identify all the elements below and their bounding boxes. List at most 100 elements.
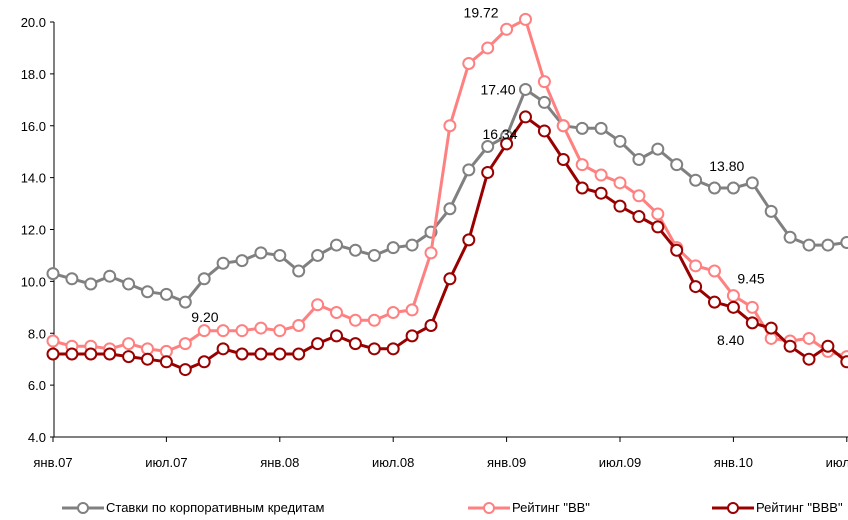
data-point-corporate-loans: [708, 181, 721, 195]
data-point-corporate-loans: [575, 121, 589, 135]
data-point-rating-bb: [367, 313, 381, 327]
data-point-rating-bbb: [216, 342, 230, 356]
data-point-rating-bb: [311, 298, 325, 312]
legend-label-rating-bb: Рейтинг "BB": [512, 500, 590, 515]
data-point-rating-bb: [46, 334, 60, 348]
data-label: 13.80: [709, 158, 744, 174]
data-point-rating-bbb: [726, 300, 740, 314]
data-point-corporate-loans: [764, 204, 778, 218]
data-point-rating-bbb: [670, 243, 684, 257]
data-label: 9.20: [191, 309, 218, 325]
x-tick-label: июл.10: [826, 455, 848, 470]
data-labels: 9.20 17.40 13.80 19.72 9.45 16.34 8.40: [191, 4, 765, 348]
data-point-rating-bb: [594, 168, 608, 182]
x-tick-label: янв.08: [260, 455, 299, 470]
data-point-corporate-loans: [84, 277, 98, 291]
data-point-corporate-loans: [802, 238, 816, 252]
data-point-rating-bbb: [708, 295, 721, 309]
data-point-rating-bb: [575, 158, 589, 172]
line-chart: 4.0 6.0 8.0 10.0 12.0 14.0 16.0 18.0 20.0 янв.07…: [21, 4, 848, 470]
y-tick-label: 18.0: [21, 67, 46, 82]
data-point-rating-bbb: [462, 233, 476, 247]
data-point-rating-bbb: [443, 272, 457, 286]
data-point-corporate-loans: [537, 95, 551, 109]
data-point-rating-bbb: [651, 220, 665, 234]
data-point-rating-bb: [651, 207, 665, 221]
data-point-rating-bb: [726, 289, 740, 303]
data-point-rating-bb: [745, 300, 759, 314]
data-point-rating-bb: [386, 306, 400, 319]
data-point-corporate-loans: [178, 295, 192, 309]
data-point-rating-bbb: [254, 347, 268, 361]
y-tick-label: 12.0: [21, 223, 46, 238]
data-point-corporate-loans: [367, 248, 381, 262]
data-point-rating-bb: [519, 12, 532, 26]
legend-label-rating-bbb: Рейтинг "BBB": [756, 500, 843, 515]
data-point-rating-bbb: [65, 347, 79, 361]
data-point-corporate-loans: [386, 241, 400, 255]
legend-swatch-rating-bb: [468, 501, 510, 514]
data-point-corporate-loans: [783, 230, 797, 244]
y-tick-label: 20.0: [21, 15, 46, 30]
data-point-rating-bbb: [537, 124, 551, 138]
data-point-rating-bbb: [235, 347, 249, 361]
data-point-rating-bbb: [556, 152, 570, 166]
data-point-corporate-loans: [159, 287, 173, 301]
data-point-rating-bb: [462, 57, 476, 70]
data-point-corporate-loans: [103, 269, 117, 283]
data-point-rating-bb: [481, 41, 495, 55]
data-point-rating-bbb: [348, 337, 362, 351]
data-point-rating-bb: [708, 264, 721, 278]
legend-item-corporate-loans: Ставки по корпоративным кредитам: [62, 500, 324, 515]
data-point-corporate-loans: [311, 248, 325, 262]
series-rating-bbb: [46, 110, 848, 377]
data-point-rating-bbb: [613, 199, 627, 213]
data-point-rating-bb: [141, 342, 154, 356]
data-point-corporate-loans: [235, 254, 249, 268]
data-point-rating-bbb: [405, 329, 419, 343]
data-point-rating-bb: [764, 331, 778, 345]
data-point-corporate-loans: [726, 181, 740, 195]
x-tick-label: июл.09: [599, 455, 641, 470]
legend-swatch-corporate-loans: [62, 501, 104, 514]
data-point-corporate-loans: [613, 134, 627, 148]
y-tick-label: 6.0: [28, 378, 46, 393]
data-point-rating-bb: [197, 324, 211, 338]
data-point-rating-bb: [500, 22, 514, 36]
data-point-rating-bb: [122, 337, 136, 351]
y-axis-ticks: 4.0 6.0 8.0 10.0 12.0 14.0 16.0 18.0 20.0: [21, 15, 54, 445]
x-axis-ticks: янв.07 июл.07 янв.08 июл.08 янв.09 июл.09 янв.…: [33, 437, 848, 470]
y-tick-label: 10.0: [21, 274, 46, 289]
data-point-rating-bbb: [575, 181, 589, 195]
data-point-corporate-loans: [122, 277, 136, 291]
data-point-rating-bbb: [197, 355, 211, 369]
data-point-rating-bbb: [103, 347, 117, 361]
data-point-rating-bbb: [424, 318, 438, 332]
data-point-corporate-loans: [405, 238, 419, 252]
data-point-rating-bb: [443, 119, 457, 133]
y-tick-label: 8.0: [28, 326, 46, 341]
legend-item-rating-bbb: Рейтинг "BBB": [712, 500, 843, 515]
x-tick-label: янв.09: [487, 455, 526, 470]
data-point-rating-bbb: [330, 329, 343, 343]
x-tick-label: июл.08: [372, 455, 414, 470]
data-point-rating-bbb: [764, 321, 778, 335]
data-point-rating-bbb: [178, 363, 192, 377]
data-point-rating-bbb: [311, 337, 325, 351]
data-point-corporate-loans: [141, 285, 154, 299]
data-point-corporate-loans: [46, 267, 60, 281]
data-point-corporate-loans: [443, 202, 457, 216]
x-tick-label: янв.10: [714, 455, 753, 470]
data-point-corporate-loans: [481, 140, 495, 153]
data-point-rating-bb: [159, 344, 173, 358]
data-point-rating-bb: [348, 313, 362, 327]
data-point-rating-bb: [216, 324, 230, 338]
data-point-rating-bbb: [632, 210, 646, 224]
data-point-rating-bb: [689, 259, 703, 273]
data-point-corporate-loans: [594, 121, 608, 135]
data-point-corporate-loans: [254, 246, 268, 260]
data-point-rating-bb: [235, 324, 249, 338]
legend-item-rating-bb: Рейтинг "BB": [468, 500, 590, 515]
data-point-rating-bb: [537, 75, 551, 89]
data-point-rating-bbb: [745, 316, 759, 330]
